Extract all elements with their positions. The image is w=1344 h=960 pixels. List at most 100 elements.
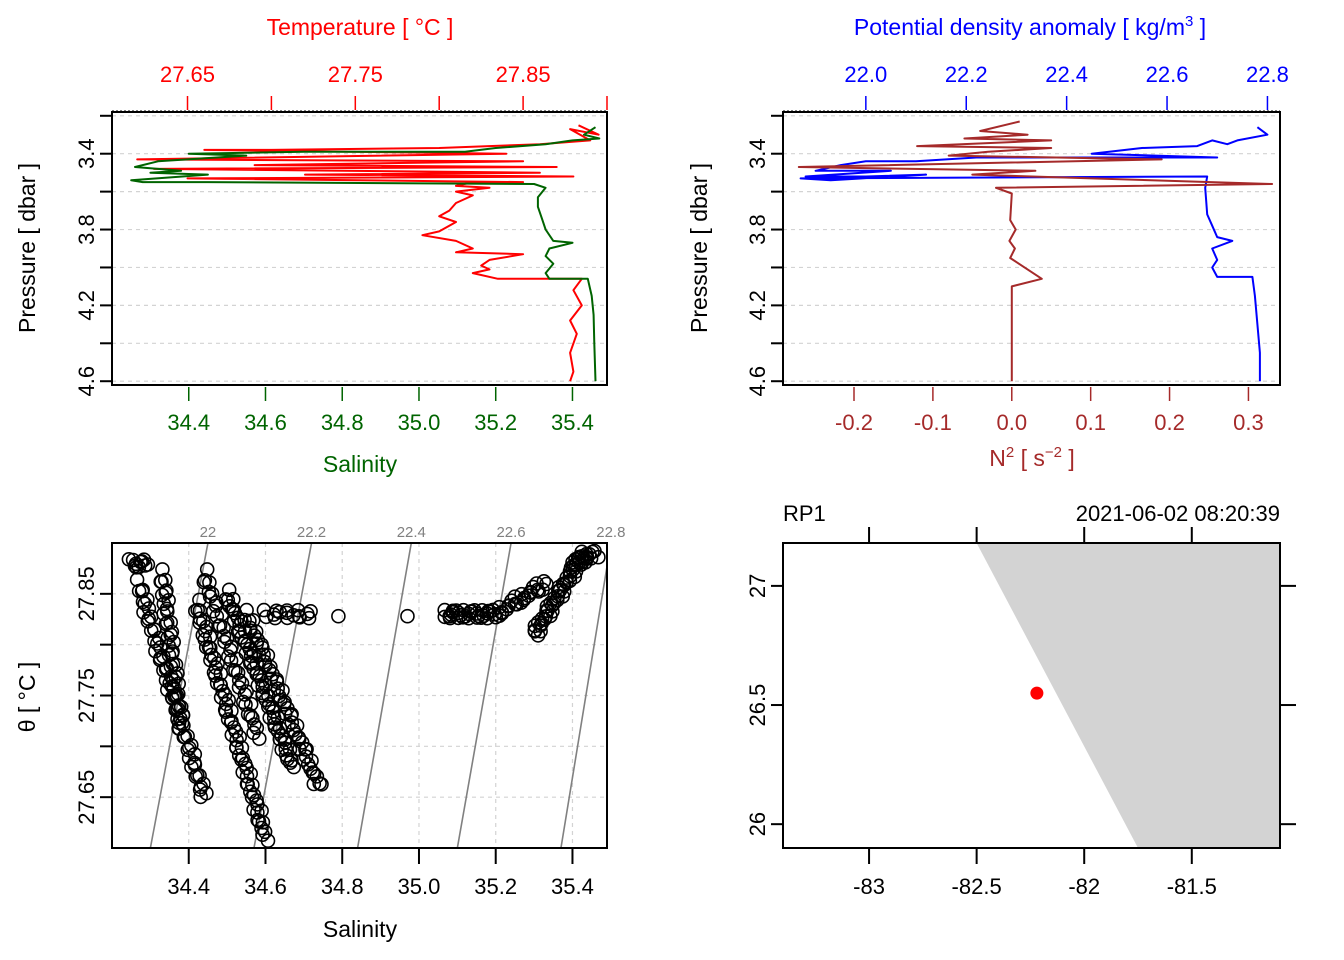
p3-point [247, 628, 262, 643]
p3-isopycnal-line [356, 543, 413, 848]
p2-y-axis-title: Pressure [ dbar ] [686, 163, 712, 333]
p1-series [130, 124, 601, 382]
p1-bottom-tick-label: 35.4 [551, 410, 594, 435]
p1-bottom-tick-label: 35.2 [474, 410, 517, 435]
p3-point [246, 802, 261, 818]
p3-point [171, 715, 187, 731]
p3-y-tick-label: 27.75 [74, 668, 99, 723]
p4-longitude-axis: -83 -82.5 -82 -81.5 [853, 527, 1217, 899]
p3-point [229, 732, 244, 748]
p2-top-tick-label: 22.4 [1045, 62, 1088, 87]
p3-point [292, 609, 308, 625]
p3-point [286, 759, 302, 775]
p4-plot-box [782, 542, 1281, 849]
p3-point [286, 607, 301, 623]
p1-y-tick-label: 4.2 [74, 290, 99, 321]
p3-point [234, 675, 250, 691]
p2-y-tick-label: 4.2 [745, 290, 770, 321]
p3-point [239, 602, 254, 618]
p3-point [171, 676, 186, 692]
p3-point [137, 596, 153, 612]
p3-point [400, 608, 415, 624]
p3-point [240, 706, 256, 722]
p3-y-tick-label: 27.65 [74, 770, 99, 825]
p2-pressure-axis: 3.4 3.8 4.2 4.6 [745, 114, 783, 397]
p3-point [232, 729, 247, 745]
p3-point [202, 575, 217, 590]
p1-bottom-tick-label: 34.4 [167, 410, 210, 435]
p1-salinity-axis: 34.4 34.6 34.8 35.0 35.2 35.4 [167, 387, 594, 435]
p1-pressure-axis: 3.4 3.8 4.2 4.6 [74, 114, 112, 397]
p3-point [231, 672, 247, 688]
panel-density-n2-profile: 3.43.84.24.6 22.0 22.2 22.4 22.6 22.8 -0.2 -0… [686, 13, 1289, 471]
p2-y-tick-label: 3.4 [745, 138, 770, 169]
p1-bottom-tick-label: 35.0 [398, 410, 441, 435]
p3-point [256, 647, 271, 663]
p4-station-marker [1030, 686, 1044, 700]
p4-x-tick-label: -82.5 [952, 874, 1002, 899]
p3-point [171, 721, 186, 736]
p3-point [534, 611, 550, 626]
p3-point [301, 610, 317, 626]
p4-station [1030, 686, 1044, 700]
p1-top-tick-label: 27.85 [496, 62, 551, 87]
p3-point [276, 697, 292, 712]
p3-point [226, 591, 241, 607]
p3-x-tick-label: 35.4 [551, 874, 594, 899]
p3-point [168, 669, 183, 685]
p3-point [254, 803, 269, 819]
p3-point [223, 653, 239, 668]
p3-point [536, 573, 552, 589]
p3-point [296, 752, 311, 767]
p4-land-polygon [976, 543, 1280, 848]
p3-point [202, 629, 218, 645]
p2-grid [783, 110, 1280, 382]
p4-x-tick-label: -83 [853, 874, 885, 899]
p3-point [245, 710, 260, 726]
p2-bottom-tick-label: 0.1 [1075, 410, 1106, 435]
p3-point [221, 582, 237, 598]
p3-point [166, 634, 181, 650]
p2-top-axis-title: Potential density anomaly [ kg/m3 ] [854, 13, 1206, 40]
p3-x-tick-label: 34.6 [244, 874, 287, 899]
p2-plot-box [782, 111, 1281, 386]
p3-point [192, 603, 208, 619]
p3-point [247, 717, 262, 732]
p1-bottom-tick-label: 34.6 [244, 410, 287, 435]
p3-point [469, 610, 485, 625]
p4-y-tick-label: 27 [745, 574, 770, 598]
p2-bottom-tick-label: -0.1 [914, 410, 952, 435]
p3-isopycnal-line [456, 543, 512, 848]
panel-temperature-salinity-profile: 3.43.84.24.6 27.65 27.75 27.85 34.4 34.6 34.… [14, 14, 608, 477]
p3-point [213, 666, 229, 681]
p3-point [243, 696, 259, 712]
p3-point [136, 552, 152, 568]
p2-series-n2 [797, 120, 1274, 382]
p3-point [224, 703, 239, 719]
p3-point [331, 608, 346, 624]
p3-point [591, 549, 606, 565]
p3-x-tick-label: 35.2 [474, 874, 517, 899]
p3-isopycnal-label: 22.4 [397, 524, 426, 541]
p3-point [161, 592, 176, 608]
p4-station-name: RP1 [783, 501, 826, 526]
p1-top-tick-label: 27.75 [328, 62, 383, 87]
p2-top-tick-label: 22.2 [945, 62, 988, 87]
p3-point [216, 628, 232, 644]
p2-bottom-tick-label: -0.2 [835, 410, 873, 435]
p1-bottom-tick-label: 34.8 [321, 410, 364, 435]
p3-isopycnal-label: 22 [200, 524, 217, 541]
p3-isopycnal-label: 22.6 [496, 524, 525, 541]
p2-n2-axis: -0.2 -0.1 0.0 0.1 0.2 0.3 [835, 387, 1264, 435]
p3-point [236, 694, 251, 710]
p1-plot-box [111, 111, 608, 386]
p3-point [303, 603, 318, 619]
p3-point [234, 740, 250, 756]
p3-x-tick-label: 34.4 [167, 874, 210, 899]
p2-y-tick-label: 4.6 [745, 366, 770, 397]
p2-top-tick-label: 22.6 [1146, 62, 1189, 87]
p3-grid [112, 543, 607, 848]
p3-x-axis-title: Salinity [323, 916, 398, 942]
p3-point [209, 595, 224, 610]
